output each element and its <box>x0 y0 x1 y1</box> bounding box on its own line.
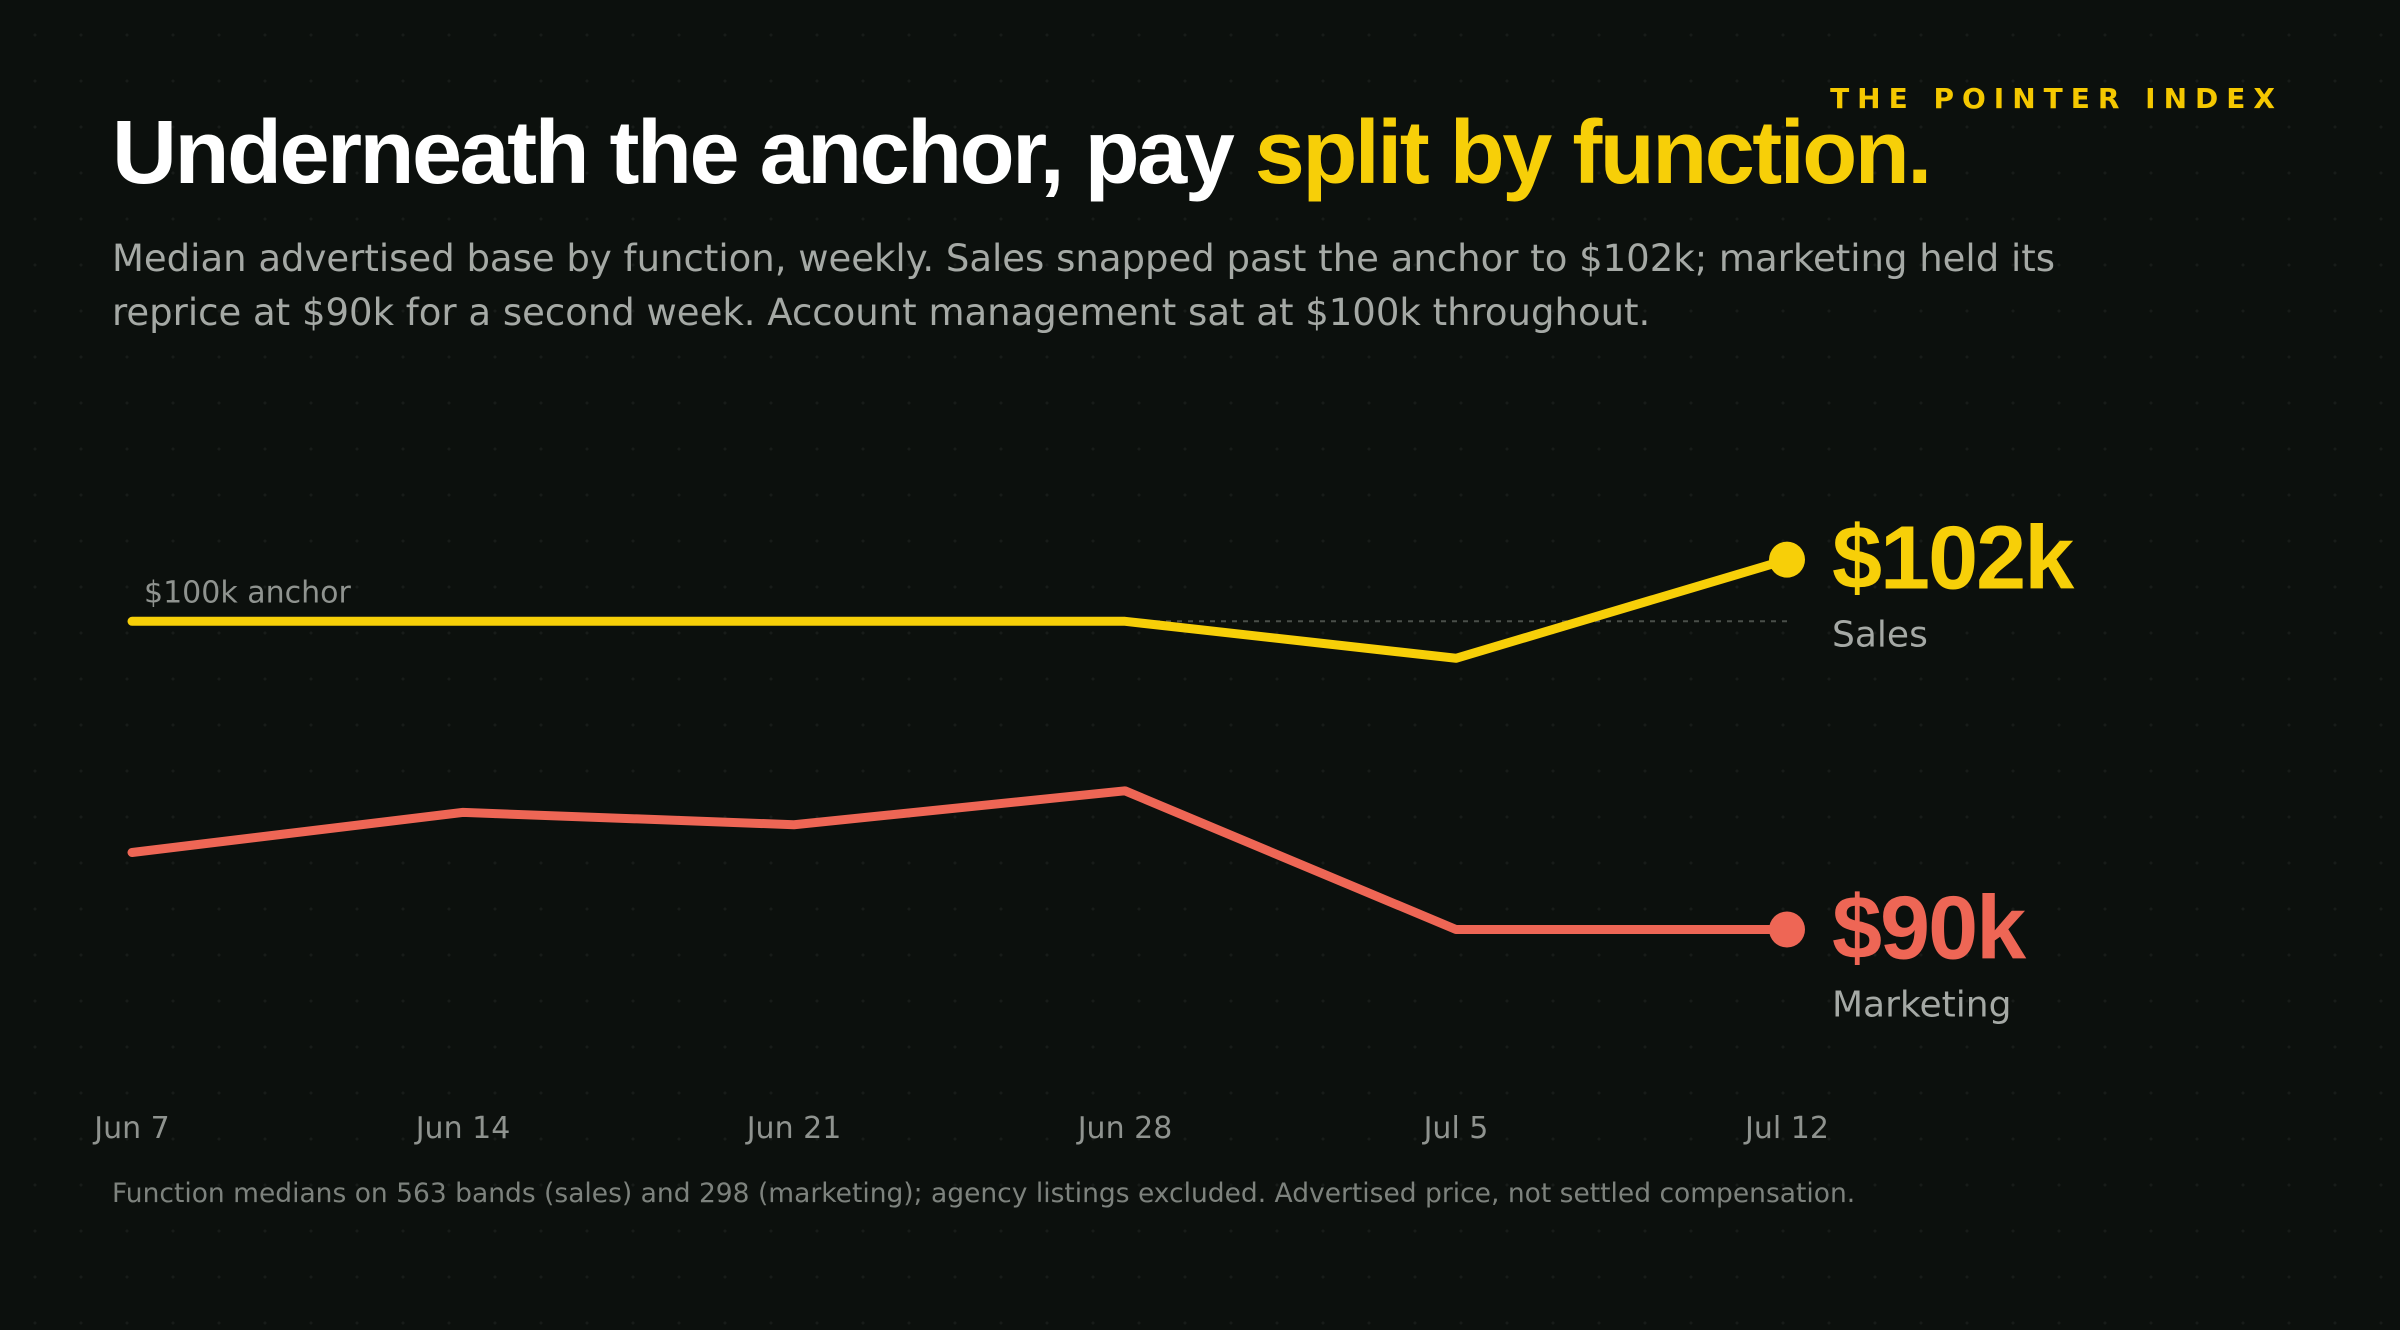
x-tick-label: Jun 14 <box>414 1111 511 1146</box>
marketing-series-line <box>127 786 1792 935</box>
subtitle: Median advertised base by function, week… <box>112 237 2056 334</box>
x-tick-label: Jul 5 <box>1422 1111 1489 1146</box>
sales-end-point <box>1769 541 1805 578</box>
brand-label: THE POINTER INDEX <box>1830 82 2283 115</box>
sales-series-name-label: Sales <box>1832 615 1928 656</box>
footnote: Function medians on 563 bands (sales) an… <box>112 1178 1856 1209</box>
headline-lead: Underneath the anchor, pay <box>112 103 1255 203</box>
marketing-end-value-label: $90k <box>1832 879 2027 979</box>
x-tick-label: Jun 21 <box>745 1111 842 1146</box>
x-tick-label: Jun 28 <box>1076 1111 1173 1146</box>
headline-accent: split by function. <box>1254 103 1932 203</box>
x-tick-label: Jul 12 <box>1743 1111 1829 1146</box>
sales-series-line <box>127 555 1792 663</box>
marketing-end-point <box>1769 911 1805 948</box>
x-tick-label: Jun 7 <box>92 1111 170 1146</box>
marketing-series-name-label: Marketing <box>1832 985 2011 1026</box>
anchor-label: $100k anchor <box>144 575 352 610</box>
sales-end-value-label: $102k <box>1832 509 2075 609</box>
headline: Underneath the anchor, pay split by func… <box>112 103 1932 204</box>
